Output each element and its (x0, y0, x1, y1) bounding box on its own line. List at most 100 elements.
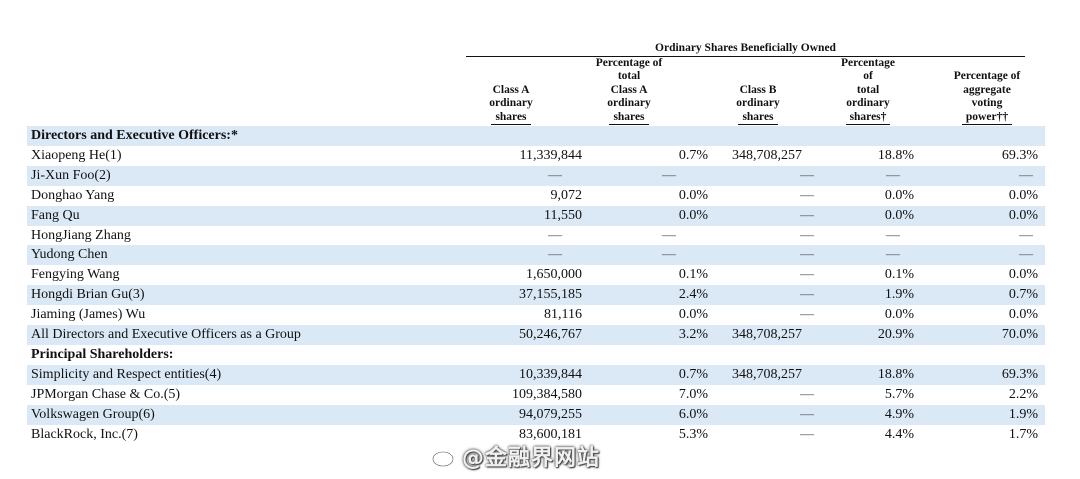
pct-voting: — (1019, 167, 1033, 183)
pct-class-a: 7.0% (678, 386, 708, 402)
class-a-shares: — (548, 167, 562, 183)
class-b-shares: — (800, 267, 814, 283)
pct-total: 0.1% (884, 267, 914, 283)
pct-total: 1.9% (884, 287, 914, 303)
col-head-text: ordinary (736, 97, 780, 109)
group-header: Ordinary Shares Beneficially Owned (466, 42, 1025, 57)
table-row: Xiaopeng He(1) 11,339,844 0.7% 348,708,257 1… (27, 146, 1045, 166)
table-row: Jiaming (James) Wu 81,116 0.0% — 0.0% 0.0% (27, 305, 1045, 325)
col-head-text: shares (491, 111, 531, 125)
section-row: Directors and Executive Officers:* (27, 126, 1045, 146)
table-row: Simplicity and Respect entities(4) 10,339… (27, 364, 1045, 385)
pct-total: 4.9% (884, 406, 914, 422)
holder-name: Yudong Chen (31, 247, 108, 263)
holder-name: Donghao Yang (31, 187, 115, 203)
col-head-line: ordinary (703, 97, 813, 111)
pct-voting: 0.0% (1008, 187, 1038, 203)
pct-voting: 69.3% (1001, 147, 1038, 163)
col-head-line: Percentage of (932, 70, 1042, 84)
holder-name: Fang Qu (31, 207, 80, 223)
class-a-shares: 11,339,844 (519, 147, 582, 163)
col-head-text: shares† (845, 111, 891, 125)
col-head-pct-total: Percentage of total ordinary shares† (813, 56, 923, 125)
pct-total: 0.0% (884, 207, 914, 223)
table-row: JPMorgan Chase & Co.(5) 109,384,580 7.0% — 5… (27, 385, 1045, 405)
col-head-text: ordinary (607, 97, 651, 109)
col-head-line: shares† (813, 111, 923, 125)
pct-voting: 2.2% (1008, 386, 1038, 402)
pct-class-a: 6.0% (678, 406, 708, 422)
pct-total: 5.7% (884, 386, 914, 402)
col-head-line: ordinary (456, 97, 566, 111)
col-head-text: total (856, 83, 880, 96)
class-a-shares: 50,246,767 (519, 327, 582, 342)
class-b-shares: — (800, 307, 814, 323)
holder-name: Simplicity and Respect entities(4) (31, 366, 222, 382)
class-a-shares: — (548, 227, 562, 243)
pct-total: — (886, 167, 900, 183)
pct-class-a: 0.0% (678, 307, 708, 323)
col-head-pct-voting: Percentage of aggregate voting power†† (932, 70, 1042, 125)
pct-class-a: — (662, 167, 676, 183)
class-a-shares: 1,650,000 (526, 267, 582, 283)
pct-class-a: 0.7% (678, 147, 708, 163)
pct-total: 4.4% (884, 426, 914, 442)
pct-voting: 1.9% (1008, 406, 1038, 422)
col-head-line: Percentage of (574, 57, 684, 71)
col-head-text: of (863, 70, 873, 82)
table-row: HongJiang Zhang — — — — — (27, 226, 1045, 246)
class-a-shares: 10,339,844 (519, 366, 582, 382)
pct-voting: 0.0% (1008, 307, 1038, 323)
pct-total: 0.0% (884, 187, 914, 203)
col-head-line: ordinary (574, 97, 684, 111)
class-a-shares: 109,384,580 (512, 386, 582, 402)
col-head-text: shares (609, 111, 649, 125)
section-title: Directors and Executive Officers:* (31, 128, 238, 143)
col-head-text: power†† (961, 111, 1013, 125)
pct-voting: — (1019, 227, 1033, 243)
class-b-shares: — (800, 386, 814, 402)
class-b-shares: — (800, 207, 814, 223)
watermark-text: @金融界网站 (462, 446, 601, 471)
section-row: Principal Shareholders: (27, 345, 1045, 365)
holder-name: HongJiang Zhang (31, 227, 131, 243)
holder-name: All Directors and Executive Officers as … (31, 327, 301, 342)
col-head-text: Percentage of (953, 70, 1021, 82)
col-head-text: Percentage (840, 56, 896, 69)
table-row: Yudong Chen — — — — — (27, 245, 1045, 266)
class-b-shares: — (800, 187, 814, 203)
col-head-line: Class B (703, 84, 813, 98)
table-row: All Directors and Executive Officers as … (27, 325, 1045, 345)
class-a-shares: — (548, 247, 562, 263)
pct-voting: 0.0% (1008, 267, 1038, 283)
pct-class-a: 5.3% (678, 426, 708, 442)
pct-total: 0.0% (884, 307, 914, 323)
col-head-line: total (813, 84, 923, 98)
holder-name: Volkswagen Group(6) (31, 406, 155, 422)
table-row: BlackRock, Inc.(7) 83,600,181 5.3% — 4.4% 1.7… (27, 425, 1045, 445)
pct-total: — (886, 227, 900, 243)
col-head-text: ordinary (489, 97, 533, 109)
holder-name: Ji-Xun Foo(2) (31, 167, 111, 183)
class-a-shares: 83,600,181 (519, 426, 582, 442)
col-head-line: shares (703, 111, 813, 125)
table-row: Fengying Wang 1,650,000 0.1% — 0.1% 0.0% (27, 265, 1045, 285)
pct-total: — (886, 247, 900, 263)
class-b-shares: 348,708,257 (732, 327, 802, 342)
class-a-shares: 9,072 (550, 187, 583, 203)
table-row: Fang Qu 11,550 0.0% — 0.0% 0.0% (27, 205, 1045, 226)
table-row: Donghao Yang 9,072 0.0% — 0.0% 0.0% (27, 186, 1045, 206)
table-row: Ji-Xun Foo(2) — — — — — (27, 165, 1045, 186)
class-a-shares: 94,079,255 (519, 406, 582, 422)
holder-name: Xiaopeng He(1) (31, 147, 122, 163)
col-head-line: of (813, 70, 923, 84)
pct-voting: 70.0% (1001, 327, 1038, 342)
class-a-shares: 11,550 (544, 207, 582, 223)
col-head-text: Percentage of (595, 56, 663, 69)
pct-voting: 0.7% (1008, 287, 1038, 303)
col-head-line: shares (574, 111, 684, 125)
col-head-line: aggregate (932, 84, 1042, 98)
class-a-shares: 81,116 (544, 307, 582, 323)
col-head-line: ordinary (813, 97, 923, 111)
